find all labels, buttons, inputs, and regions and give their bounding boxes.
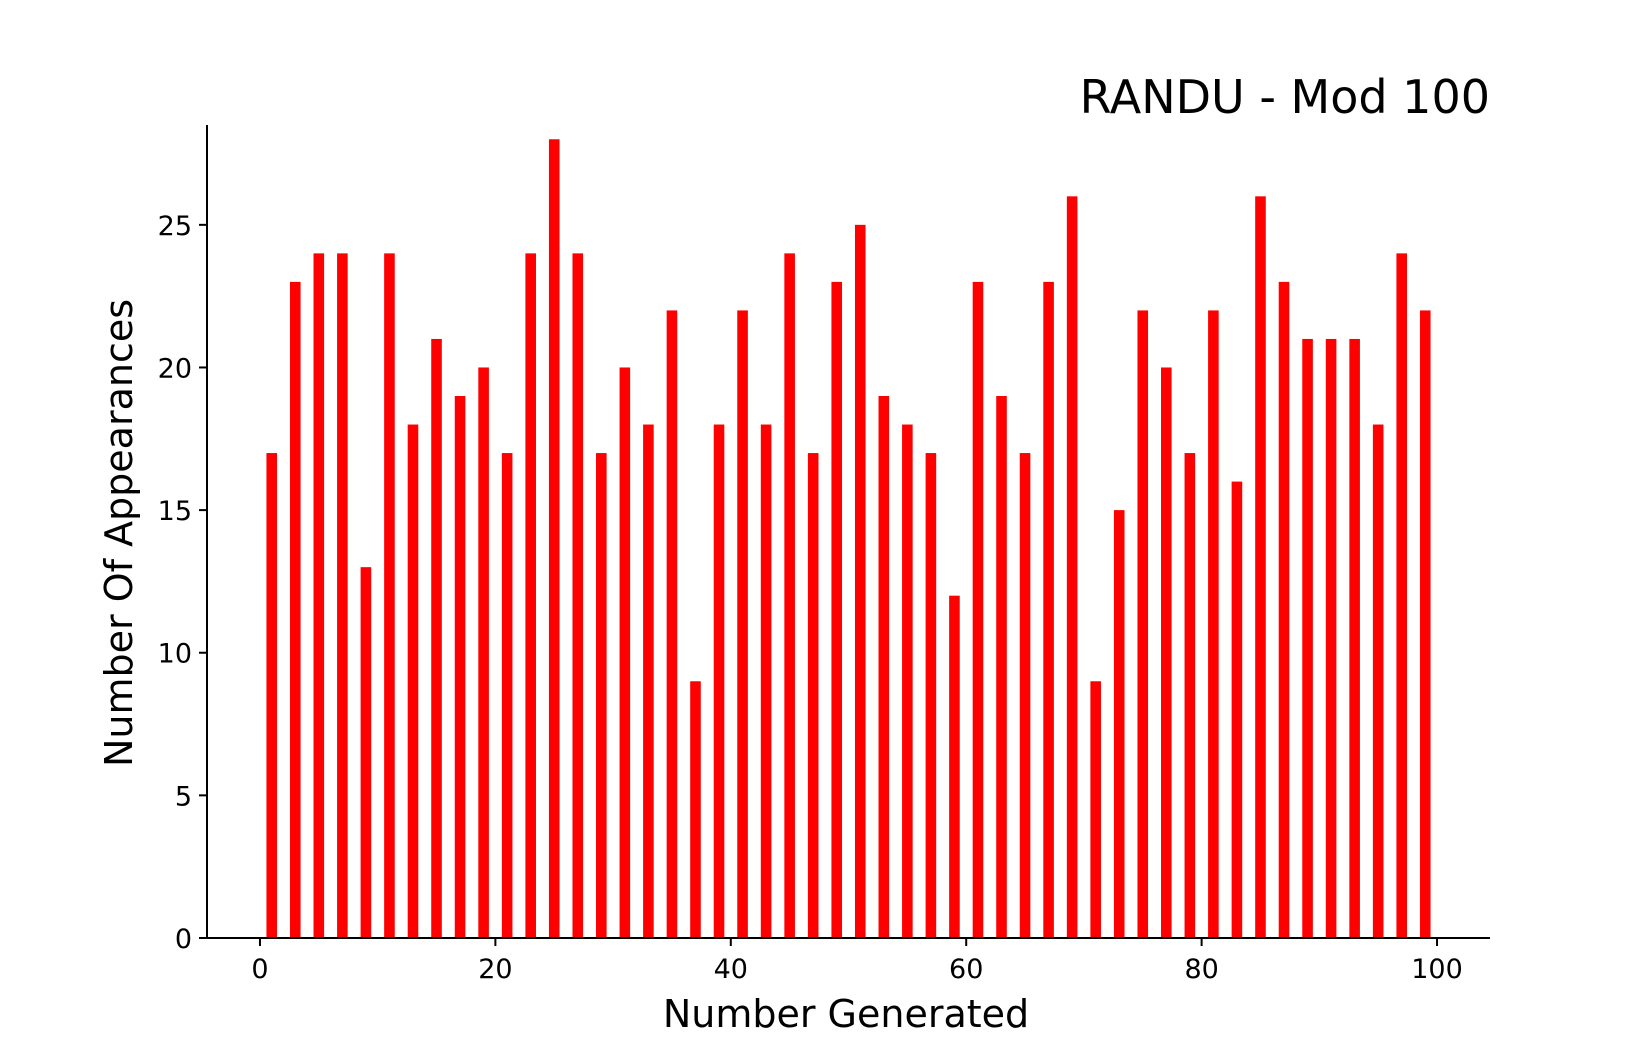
bar-47	[807, 453, 819, 938]
bar-71	[1090, 681, 1101, 938]
bar-95	[1372, 424, 1384, 938]
bar-69	[1066, 196, 1078, 938]
bar-73	[1113, 510, 1125, 938]
bar-37	[690, 681, 701, 938]
x-tick-label-80: 80	[1184, 954, 1218, 985]
bar-55	[902, 424, 913, 938]
bar-85	[1255, 196, 1266, 938]
bar-13	[407, 424, 419, 938]
bar-57	[925, 453, 937, 938]
x-axis-label: Number Generated	[663, 992, 1029, 1036]
x-tick-label-0: 0	[251, 954, 268, 985]
bar-43	[760, 424, 772, 938]
bar-65	[1019, 453, 1031, 938]
bar-27	[572, 253, 584, 938]
bar-17	[454, 396, 466, 938]
y-axis-ticks: 0 5 10 15 20 25	[158, 211, 207, 955]
x-tick-label-40: 40	[714, 954, 748, 985]
x-tick-label-100: 100	[1411, 954, 1463, 985]
bar-59	[949, 595, 960, 938]
bar-19	[478, 367, 489, 939]
bar-3	[289, 281, 301, 938]
bar-25	[548, 139, 560, 938]
bar-77	[1161, 367, 1172, 939]
bar-75	[1137, 310, 1149, 938]
bar-79	[1184, 453, 1196, 938]
chart-title: RANDU - Mod 100	[1080, 70, 1490, 124]
bar-81	[1208, 310, 1219, 938]
bar-29	[596, 453, 607, 938]
bar-51	[854, 224, 866, 939]
bar-61	[972, 281, 984, 938]
bar-89	[1302, 338, 1313, 938]
bar-91	[1325, 338, 1337, 938]
y-tick-label-25: 25	[158, 211, 192, 242]
bar-11	[384, 253, 395, 938]
bar-23	[525, 253, 536, 938]
bar-9	[360, 567, 372, 938]
x-tick-label-60: 60	[949, 954, 983, 985]
bar-87	[1278, 281, 1290, 938]
y-tick-label-15: 15	[158, 496, 192, 527]
bar-5	[313, 253, 325, 938]
bar-49	[831, 281, 843, 938]
bar-41	[737, 310, 748, 938]
bars-group	[266, 139, 1431, 939]
x-tick-label-20: 20	[478, 954, 512, 985]
bar-83	[1231, 481, 1243, 938]
y-tick-label-10: 10	[158, 639, 192, 670]
bar-21	[501, 453, 513, 938]
bar-53	[878, 396, 890, 938]
x-axis-ticks: 0 20 40 60 80 100	[251, 938, 1463, 985]
bar-1	[266, 453, 278, 938]
y-axis-label: Number Of Appearances	[97, 299, 141, 767]
bar-7	[337, 253, 348, 938]
y-tick-label-20: 20	[158, 353, 192, 384]
bar-35	[666, 310, 678, 938]
bar-67	[1043, 281, 1054, 938]
bar-15	[431, 338, 442, 938]
bar-99	[1419, 310, 1431, 938]
bar-39	[713, 424, 725, 938]
bar-33	[643, 424, 654, 938]
y-tick-label-0: 0	[175, 924, 192, 955]
bar-63	[996, 396, 1007, 938]
bar-97	[1396, 253, 1408, 938]
bar-45	[784, 253, 795, 938]
bar-93	[1349, 338, 1360, 938]
bar-31	[619, 367, 631, 939]
y-tick-label-5: 5	[175, 781, 192, 812]
